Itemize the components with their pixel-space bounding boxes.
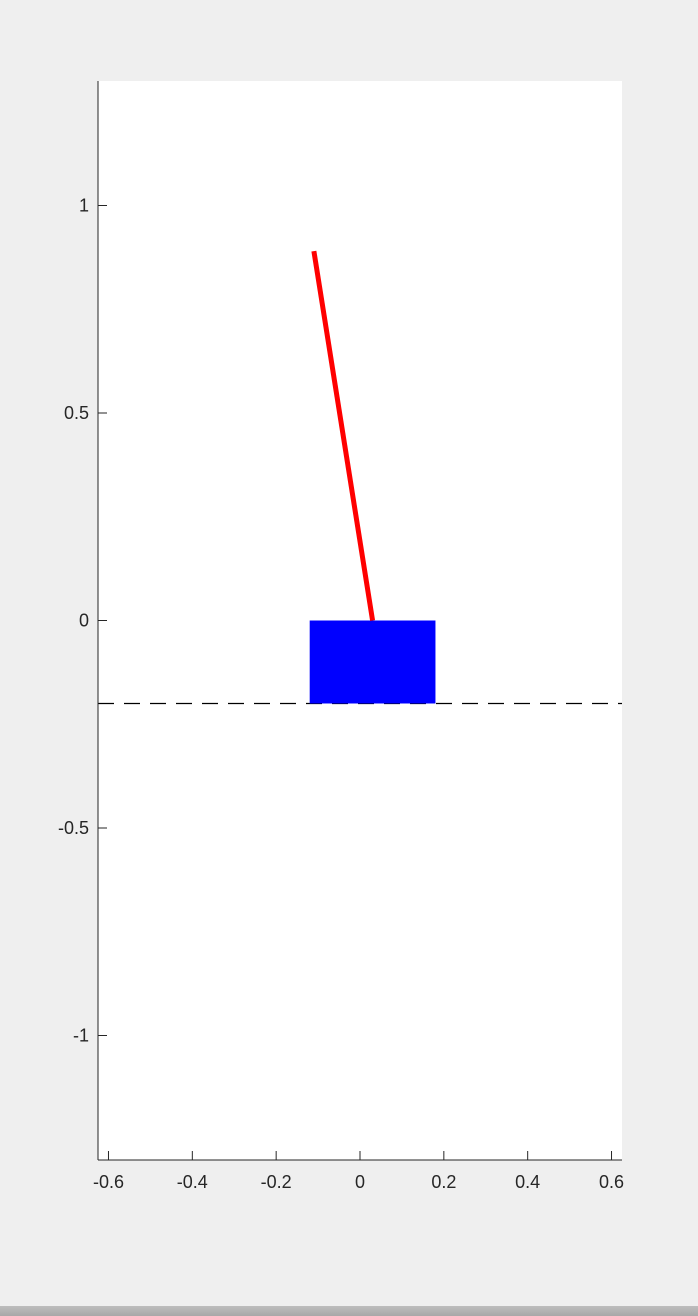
plot-marks <box>98 250 622 705</box>
y-tick-label: -0.5 <box>58 818 89 838</box>
x-tick-label: 0.6 <box>599 1172 624 1192</box>
y-tick-label: 1 <box>79 196 89 216</box>
x-tick-label: -0.6 <box>93 1172 124 1192</box>
x-tick-label: 0.2 <box>431 1172 456 1192</box>
y-axis-ticks: 1 0.5 0 -0.5 -1 <box>58 196 107 1046</box>
x-axis-ticks: -0.6 -0.4 -0.2 0 0.2 0.4 0.6 <box>93 1151 624 1192</box>
y-tick-label: 0 <box>79 611 89 631</box>
x-tick-label: 0 <box>355 1172 365 1192</box>
y-tick-label: 0.5 <box>64 403 89 423</box>
x-tick-label: -0.4 <box>177 1172 208 1192</box>
x-tick-label: -0.2 <box>261 1172 292 1192</box>
x-tick-label: 0.4 <box>515 1172 540 1192</box>
y-tick-label: -1 <box>73 1026 89 1046</box>
window-bottom-edge <box>0 1306 698 1316</box>
pendulum-pole <box>311 250 376 621</box>
cart-block <box>309 620 436 704</box>
